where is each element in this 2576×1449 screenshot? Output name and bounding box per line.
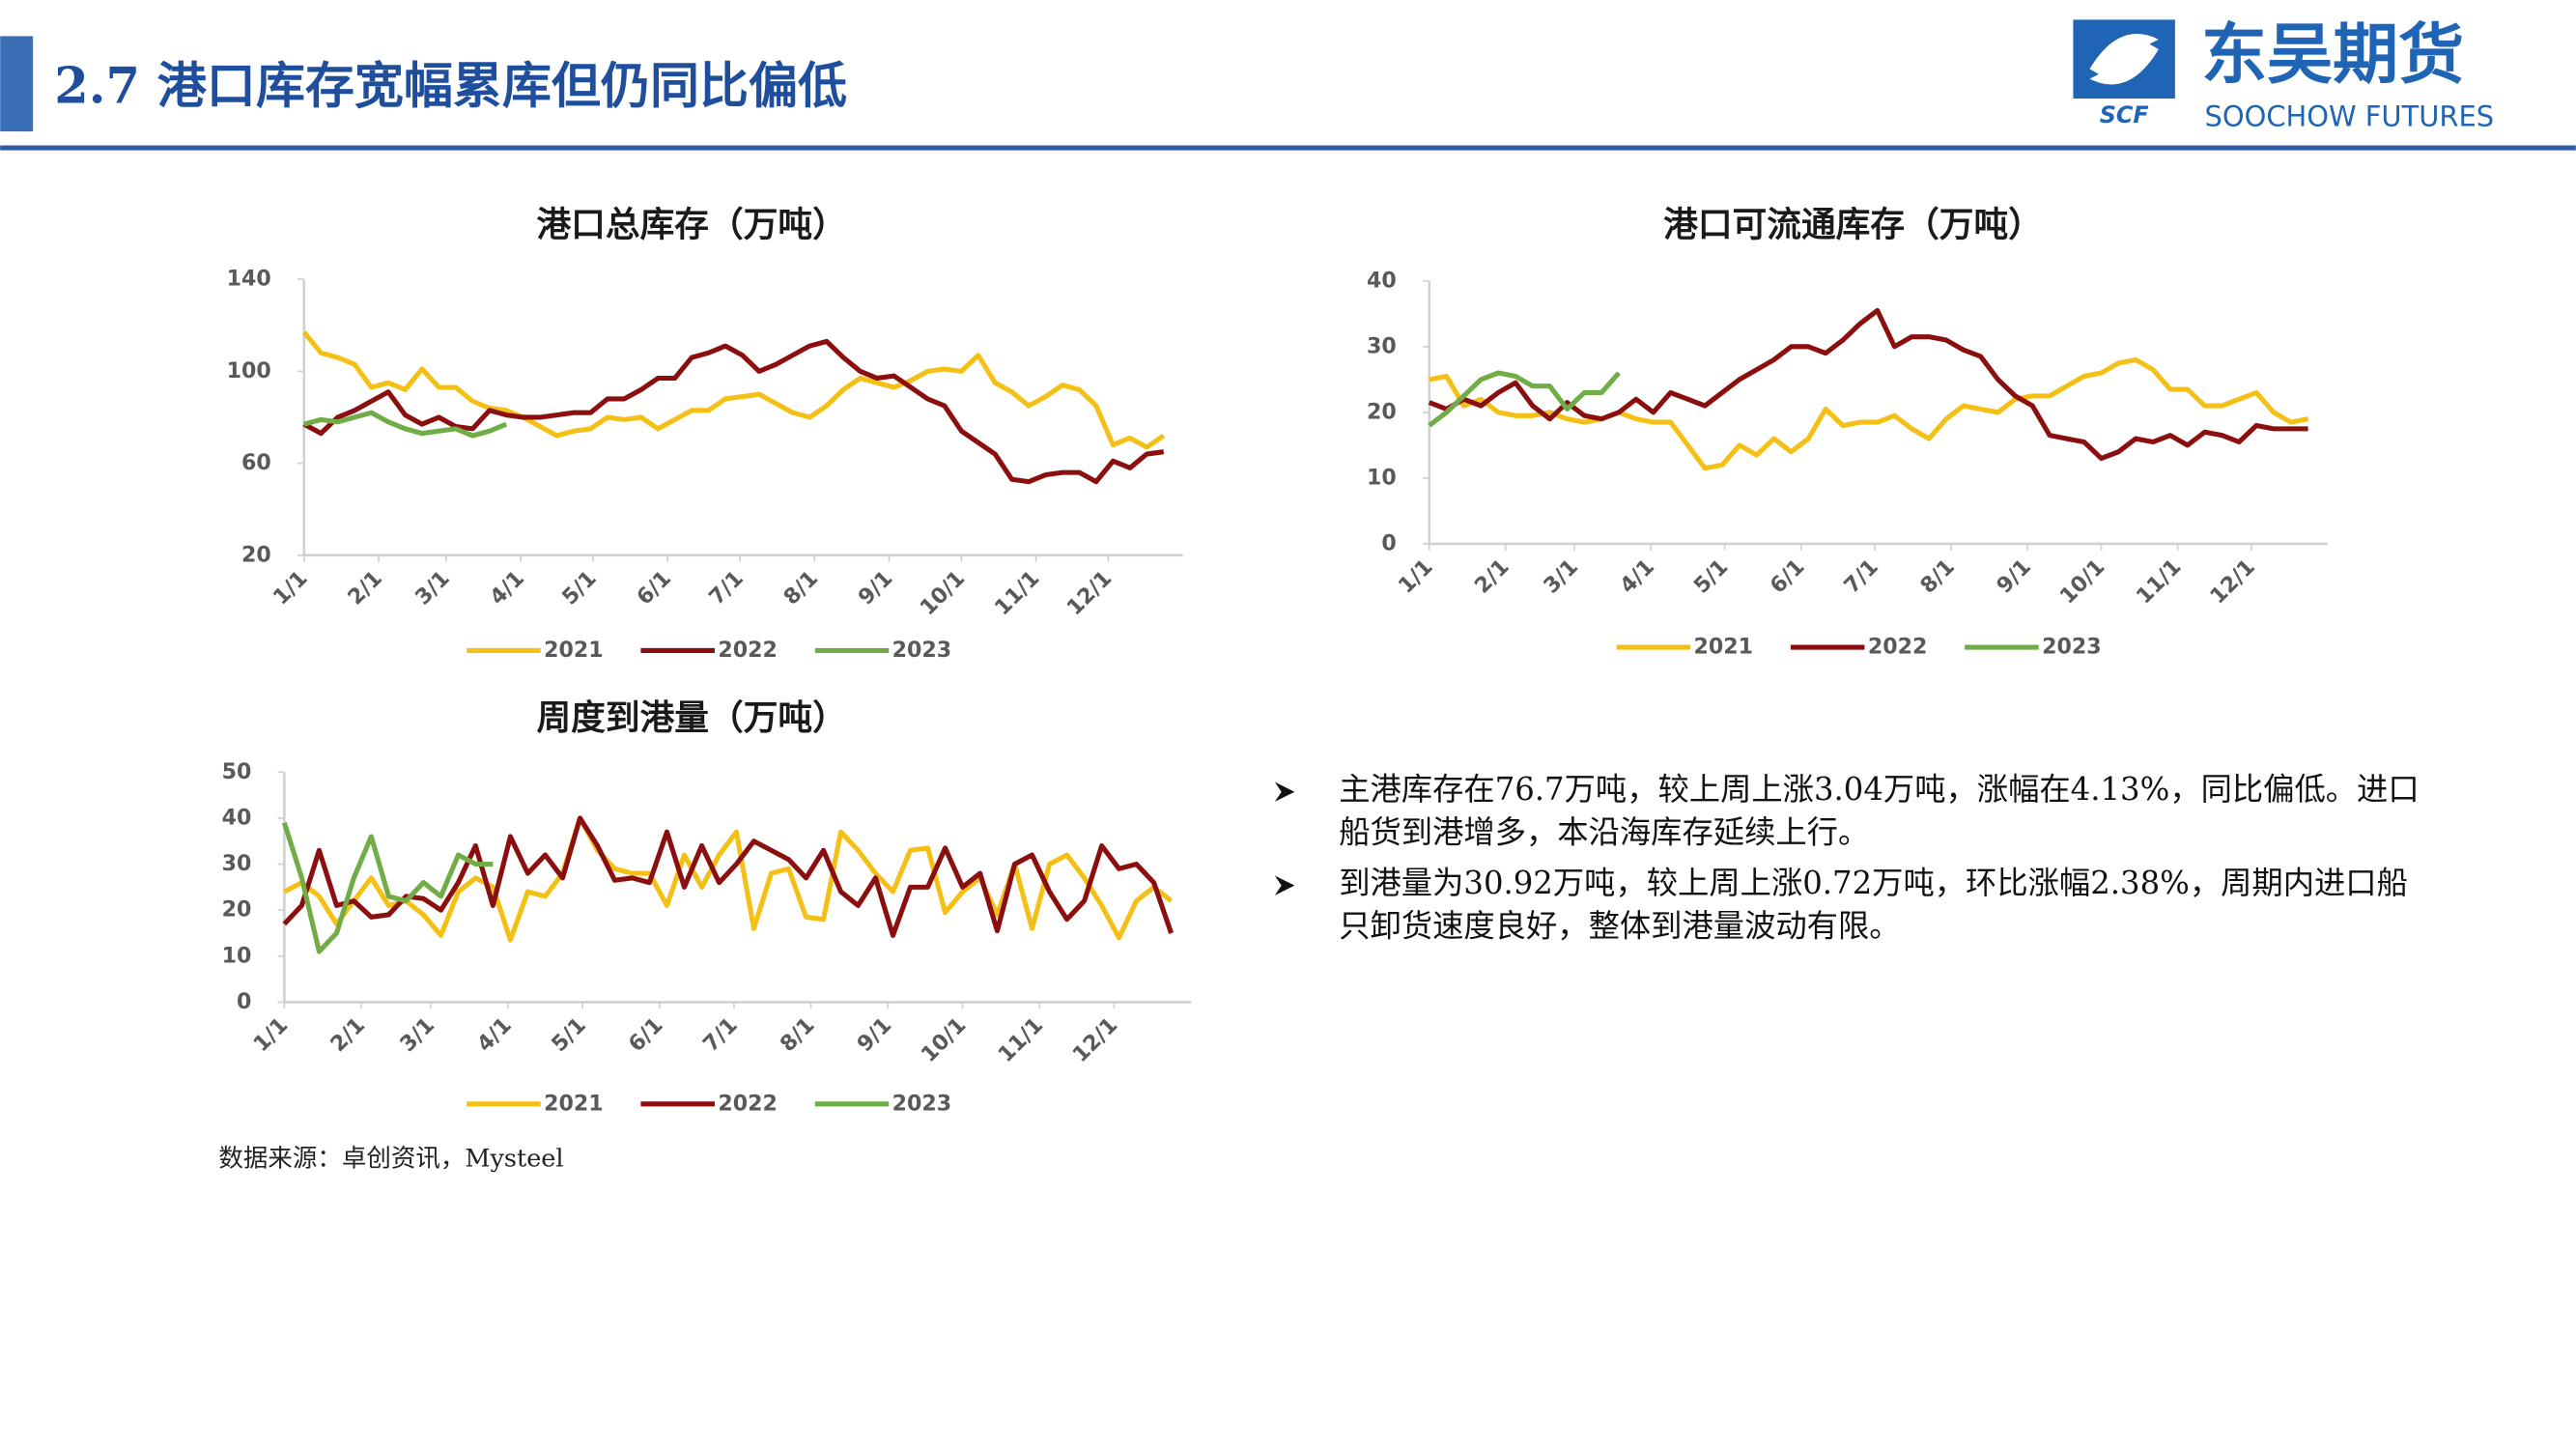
y-tick-label: 10 [1367, 465, 1397, 490]
x-tick-label: 3/1 [410, 566, 455, 611]
x-tick-label: 10/1 [917, 1012, 972, 1067]
bullet-marker [1274, 875, 1295, 895]
x-tick-label: 2/1 [343, 566, 387, 611]
x-tick-label: 6/1 [1766, 554, 1810, 599]
x-tick-label: 1/1 [1394, 554, 1438, 599]
x-tick-label: 5/1 [1689, 554, 1734, 599]
x-tick-label: 8/1 [778, 566, 823, 611]
y-tick-label: 40 [1367, 268, 1397, 293]
logo-cn: 东吴期货 [2201, 17, 2464, 94]
x-tick-label: 7/1 [1839, 554, 1883, 599]
legend-label: 2021 [544, 1091, 603, 1116]
bullet-line: 主港库存在76.7万吨，较上周上涨3.04万吨，涨幅在4.13%，同比偏低。进口 [1339, 771, 2419, 808]
legend-label: 2022 [718, 638, 778, 663]
y-tick-label: 40 [222, 805, 252, 830]
logo-swirl [2089, 33, 2159, 85]
series-line [281, 821, 494, 954]
bullet-marker [1274, 781, 1295, 802]
y-tick-label: 140 [227, 267, 271, 292]
legend-label: 2022 [1868, 635, 1928, 660]
legend-label: 2023 [892, 638, 952, 663]
x-tick-label: 1/1 [248, 1012, 293, 1057]
logo-abbr: SCF [2100, 101, 2149, 128]
bullet-line: 船货到港增多，本沿海库存延续上行。 [1339, 813, 1869, 850]
y-tick-label: 50 [222, 759, 252, 784]
series-line [1428, 307, 2308, 462]
page-title: 2.7 港口库存宽幅累库但仍同比偏低 [54, 58, 847, 116]
legend-label: 2021 [1694, 635, 1754, 660]
x-tick-label: 5/1 [557, 566, 602, 611]
x-tick-label: 2/1 [1470, 554, 1514, 599]
series-line [1429, 356, 2309, 471]
x-tick-label: 4/1 [472, 1012, 517, 1057]
x-tick-label: 7/1 [704, 566, 749, 611]
x-tick-label: 10/1 [2055, 554, 2110, 610]
x-tick-label: 9/1 [854, 566, 898, 611]
legend-label: 2023 [2042, 635, 2102, 660]
y-tick-label: 60 [241, 450, 271, 475]
source-note: 数据来源：卓创资讯，Mysteel [218, 1145, 563, 1174]
legend-label: 2023 [892, 1091, 952, 1116]
bullet-line: 只卸货速度良好，整体到港量波动有限。 [1339, 907, 1900, 944]
y-tick-label: 20 [241, 542, 271, 567]
x-tick-label: 7/1 [698, 1012, 743, 1057]
series-line [1428, 370, 1621, 428]
y-tick-label: 30 [1367, 333, 1397, 358]
x-tick-label: 4/1 [485, 566, 529, 611]
logo: SCF 东吴期货 SOOCHOW FUTURES [2073, 17, 2494, 132]
x-tick-label: 5/1 [547, 1012, 591, 1057]
series-line [303, 410, 508, 439]
y-tick-label: 100 [227, 358, 271, 384]
legend-label: 2021 [544, 638, 603, 663]
x-tick-label: 1/1 [269, 566, 313, 611]
y-tick-label: 0 [237, 989, 251, 1014]
x-tick-label: 6/1 [632, 566, 676, 611]
y-tick-label: 20 [222, 897, 252, 923]
y-tick-label: 20 [1367, 399, 1397, 424]
x-tick-label: 4/1 [1615, 554, 1659, 599]
x-tick-label: 12/1 [2205, 554, 2260, 610]
x-tick-label: 11/1 [2132, 554, 2187, 610]
series-line [283, 815, 1174, 943]
y-tick-label: 30 [222, 851, 252, 876]
y-tick-label: 10 [222, 943, 252, 968]
series-line [302, 338, 1165, 485]
x-tick-label: 11/1 [990, 566, 1045, 621]
x-tick-label: 6/1 [624, 1012, 668, 1057]
chart-title: 周度到港量（万吨） [536, 698, 846, 738]
x-tick-label: 2/1 [326, 1012, 370, 1057]
series-line [301, 330, 1166, 450]
chart-title: 港口总库存（万吨） [536, 206, 846, 245]
x-tick-label: 3/1 [1539, 554, 1583, 599]
logo-en: SOOCHOW FUTURES [2204, 99, 2494, 132]
header-accent [0, 36, 34, 132]
x-tick-label: 8/1 [1915, 554, 1960, 599]
y-tick-label: 0 [1381, 530, 1396, 555]
x-tick-label: 9/1 [852, 1012, 896, 1057]
x-tick-label: 9/1 [1992, 554, 2036, 599]
x-tick-label: 11/1 [993, 1012, 1048, 1067]
series-line [282, 815, 1174, 938]
x-tick-label: 10/1 [915, 566, 970, 621]
chart-title: 港口可流通库存（万吨） [1663, 206, 2043, 245]
x-tick-label: 8/1 [776, 1012, 820, 1057]
x-tick-label: 3/1 [395, 1012, 439, 1057]
x-tick-label: 12/1 [1068, 1012, 1123, 1067]
legend-label: 2022 [718, 1091, 778, 1116]
x-tick-label: 12/1 [1062, 566, 1118, 621]
bullet-line: 到港量为30.92万吨，较上周上涨0.72万吨，环比涨幅2.38%，周期内进口船 [1339, 865, 2408, 901]
